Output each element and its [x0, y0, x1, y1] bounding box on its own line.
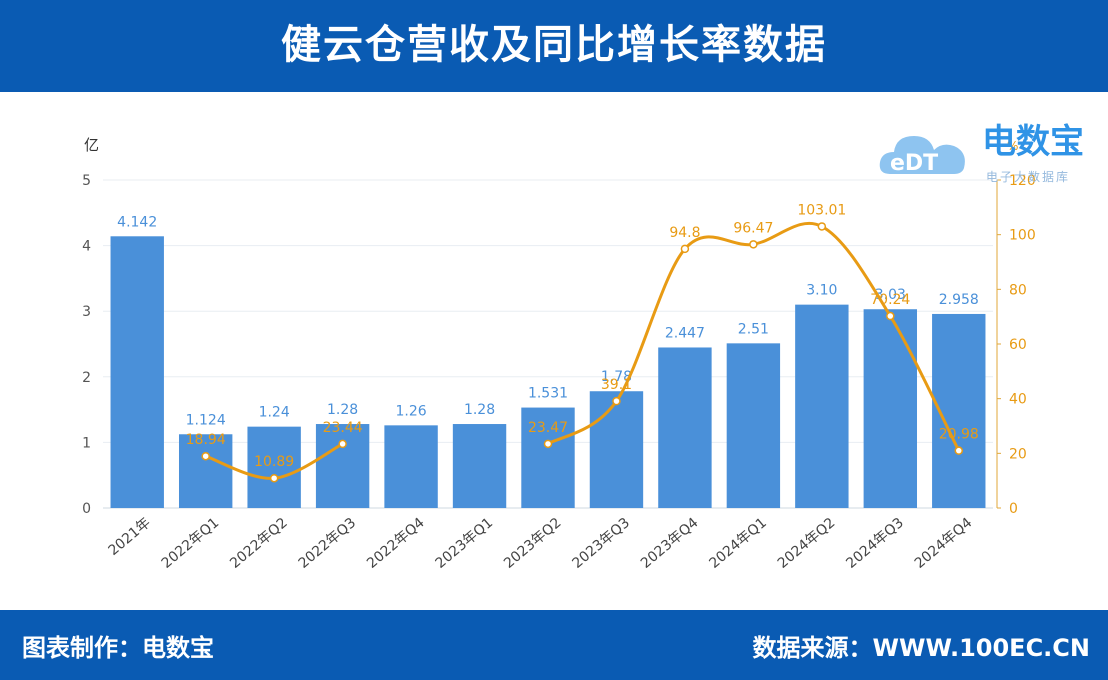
- growth-point: [886, 311, 895, 321]
- cloud-logo-icon: eDT: [879, 136, 965, 176]
- bar: [795, 304, 849, 508]
- growth-value-label: 23.44: [323, 420, 363, 436]
- logo-tagline: 电子大数据库: [986, 170, 1071, 184]
- growth-point: [612, 396, 621, 406]
- growth-value-label: 70.24: [870, 292, 910, 308]
- growth-point: [201, 451, 210, 461]
- growth-point: [817, 222, 827, 231]
- y-left-tick-label: 3: [82, 304, 91, 320]
- y-right-tick-label: 80: [1009, 282, 1027, 298]
- x-tick-label: 2022年Q1: [159, 515, 223, 572]
- brand-logo: eDT 电数宝 电子大数据库: [876, 104, 1108, 188]
- bar: [863, 309, 918, 508]
- growth-point: [954, 446, 964, 455]
- bar: [178, 434, 233, 508]
- growth-point: [680, 244, 690, 254]
- bar-value-label: 2.447: [665, 325, 705, 341]
- bar-value-label: 1.24: [259, 405, 290, 421]
- x-tick-label: 2022年Q3: [296, 515, 360, 572]
- y-right-tick-label: 40: [1009, 392, 1027, 408]
- y-right-unit: %: [1007, 139, 1018, 153]
- bar-value-label: 1.26: [395, 403, 426, 419]
- y-left-tick-label: 5: [82, 173, 91, 189]
- y-right-tick-label: 60: [1009, 337, 1027, 353]
- x-tick-label: 2022年Q4: [364, 515, 428, 572]
- bar-value-label: 1.531: [528, 386, 568, 402]
- growth-value-label: 20.98: [939, 427, 979, 443]
- x-tick-label: 2024年Q1: [706, 515, 770, 572]
- y-right-tick-label: 20: [1009, 446, 1027, 462]
- growth-point: [269, 473, 279, 483]
- logo-badge-text: eDT: [890, 151, 938, 176]
- bar-value-label: 4.142: [117, 214, 157, 230]
- page-title: 健云仓营收及同比增长率数据: [281, 22, 827, 68]
- x-tick-label: 2021年: [105, 515, 153, 559]
- bar: [384, 425, 438, 508]
- bar: [110, 236, 164, 509]
- y-left-tick-label: 0: [82, 501, 91, 517]
- header-bar: [0, 0, 1108, 92]
- growth-value-label: 23.47: [528, 420, 568, 436]
- footer-source: 数据来源：WWW.100EC.CN: [752, 634, 1091, 662]
- growth-value-label: 96.47: [733, 220, 773, 236]
- bar: [452, 424, 507, 508]
- y-left-tick-label: 2: [82, 370, 91, 386]
- y-right-tick-label: 0: [1009, 501, 1018, 517]
- bar-value-label: 1.28: [327, 402, 358, 418]
- x-tick-label: 2023年Q3: [569, 515, 633, 572]
- y-left-unit: 亿: [84, 136, 99, 154]
- bar-value-label: 1.78: [601, 369, 632, 385]
- bar: [726, 343, 781, 508]
- y-left-tick-label: 1: [82, 435, 91, 451]
- growth-value-label: 103.01: [797, 202, 846, 218]
- x-tick-label: 2024年Q4: [912, 515, 976, 572]
- bar-value-label: 3.03: [875, 287, 906, 303]
- growth-value-label: 94.8: [669, 225, 700, 241]
- bar: [521, 407, 575, 508]
- x-tick-label: 2022年Q2: [227, 515, 291, 572]
- x-tick-label: 2023年Q4: [638, 515, 702, 572]
- bar-value-label: 1.28: [464, 402, 495, 418]
- bar-value-label: 2.51: [738, 321, 769, 337]
- footer-credit: 图表制作：电数宝: [22, 634, 214, 662]
- bar-value-label: 2.958: [939, 292, 979, 308]
- y-right-tick-label: 100: [1009, 228, 1036, 244]
- bar-value-label: 1.124: [186, 412, 226, 428]
- logo-name: 电数宝: [982, 122, 1084, 162]
- y-right-tick-label: 120: [1009, 173, 1036, 189]
- growth-value-label: 39.1: [601, 377, 632, 393]
- chart: 0 1 2 3 4 5 亿 0 20 40 60 80 100 120% 4.142 1.124 1.24 1.2…: [82, 136, 1036, 572]
- x-tick-label: 2024年Q3: [843, 515, 907, 572]
- growth-point: [338, 439, 347, 449]
- chart-card: 0 1 2 3 4 5 亿 0 20 40 60 80 100 120% 4.142 1.124 1.24 1.2…: [8, 92, 1100, 612]
- bar: [247, 426, 301, 508]
- footer-bar: 图表制作：电数宝 数据来源：WWW.100EC.CN: [0, 610, 1108, 680]
- bar: [658, 347, 712, 508]
- x-tick-label: 2023年Q1: [433, 515, 497, 572]
- growth-point: [749, 240, 758, 249]
- bar: [589, 391, 644, 508]
- growth-point: [543, 439, 553, 449]
- growth-value-label: 18.94: [186, 432, 226, 448]
- growth-value-label: 10.89: [254, 454, 294, 470]
- bar: [315, 424, 370, 508]
- x-tick-label: 2024年Q2: [775, 515, 839, 572]
- bar-value-label: 3.10: [806, 283, 837, 299]
- y-left-tick-label: 4: [82, 239, 91, 255]
- x-tick-label: 2023年Q2: [501, 515, 565, 572]
